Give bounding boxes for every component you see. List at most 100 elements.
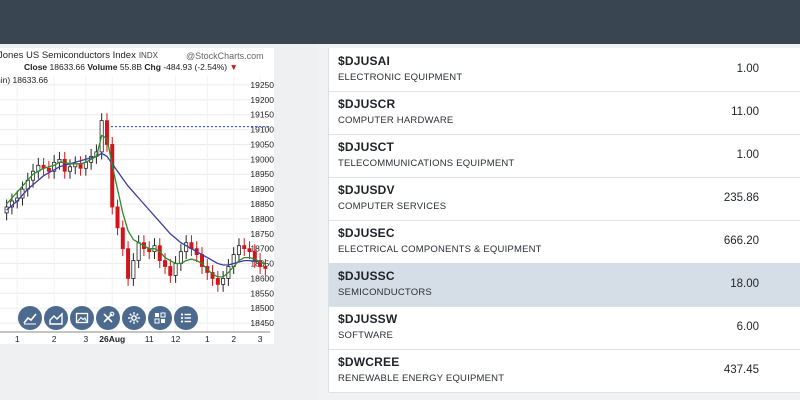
y-tick-label: 18950: [250, 169, 274, 179]
candle-body: [168, 266, 173, 276]
y-tick-label: 19000: [250, 154, 274, 164]
sector-name: ELECTRICAL COMPONENTS & EQUIPMENT: [338, 244, 542, 255]
tools-icon[interactable]: [96, 306, 120, 330]
x-tick-label: 11: [145, 334, 154, 344]
candle-body: [136, 242, 141, 261]
moving-average-label: nin) 18633.66: [0, 75, 48, 85]
y-tick-label: 18650: [250, 259, 274, 269]
close-label: Close: [24, 62, 48, 72]
sector-symbol: $DJUSSW: [338, 312, 398, 326]
image-icon[interactable]: [70, 306, 94, 330]
sector-name: TELECOMMUNICATIONS EQUIPMENT: [338, 158, 515, 169]
y-tick-label: 18700: [250, 244, 274, 254]
top-navigation-bar: [0, 0, 800, 44]
sector-row[interactable]: $DWCREE RENEWABLE ENERGY EQUIPMENT 437.4…: [329, 349, 800, 393]
sector-row[interactable]: $DJUSDV COMPUTER SERVICES 235.86: [329, 177, 800, 221]
x-tick-label: 2: [52, 334, 57, 344]
y-tick-label: 18600: [250, 273, 274, 283]
list-icon[interactable]: [174, 306, 198, 330]
chart-title: Jones US Semiconductors Index INDX: [0, 50, 158, 61]
candle-body: [242, 245, 247, 250]
candle-body: [215, 278, 220, 285]
sector-symbol: $DJUSEC: [338, 226, 395, 240]
x-tick-label: 1: [15, 334, 20, 344]
y-tick-label: 19150: [250, 110, 274, 120]
settings-icon[interactable]: [122, 306, 146, 330]
sector-symbol: $DJUSSC: [338, 269, 395, 283]
y-tick-label: 19050: [250, 139, 274, 149]
y-tick-label: 19250: [250, 80, 274, 90]
candle-body: [46, 167, 51, 172]
down-arrow-icon: ▼: [229, 62, 238, 72]
volume-label: Volume: [87, 62, 118, 72]
y-tick-label: 18500: [250, 303, 274, 313]
candle-body: [236, 245, 241, 256]
candle-body: [120, 227, 125, 250]
price-chart-canvas[interactable]: 19250 19200 19150 19100 19050 19000 18950 18900…: [0, 48, 274, 344]
sector-symbol: $DJUSCT: [338, 140, 395, 154]
sector-symbol: $DWCREE: [338, 355, 400, 369]
candle-body: [263, 266, 268, 269]
candle-body: [52, 161, 57, 172]
candle-body: [68, 166, 73, 172]
fullscreen-icon[interactable]: [148, 306, 172, 330]
moving-average-short: [6, 134, 266, 278]
y-tick-label: 18450: [250, 318, 274, 328]
line-chart-icon[interactable]: [18, 306, 42, 330]
sector-value: 1.00: [736, 63, 759, 75]
y-tick-label: 18900: [250, 184, 274, 194]
sector-row[interactable]: $DJUSEC ELECTRICAL COMPONENTS & EQUIPMEN…: [329, 220, 800, 264]
sector-name: COMPUTER HARDWARE: [338, 115, 454, 126]
candle-body: [184, 242, 189, 253]
area-chart-icon[interactable]: [44, 306, 68, 330]
candle-body: [221, 278, 226, 285]
sector-value: 6.00: [736, 321, 759, 333]
candle-body: [163, 260, 168, 267]
sector-value: 1.00: [736, 149, 759, 161]
candle-body: [178, 251, 183, 264]
x-tick-label: 3: [83, 334, 88, 344]
sector-symbol: $DJUSDV: [338, 183, 395, 197]
change-label: Chg: [144, 62, 161, 72]
candle-body: [247, 248, 252, 253]
candle-body: [78, 163, 83, 169]
sector-symbol: $DJUSAI: [338, 54, 391, 68]
sector-name: RENEWABLE ENERGY EQUIPMENT: [338, 373, 505, 384]
sector-value: 235.86: [723, 192, 759, 204]
sector-symbol: $DJUSCR: [338, 97, 396, 111]
sector-name: COMPUTER SERVICES: [338, 201, 447, 212]
candle-body: [115, 206, 120, 229]
y-tick-label: 18550: [250, 288, 274, 298]
sector-value: 18.00: [730, 278, 759, 290]
sector-value: 11.00: [731, 106, 759, 118]
candle-body: [173, 263, 178, 276]
candle-body: [258, 260, 263, 267]
x-tick-label: 3: [258, 334, 263, 344]
sector-name: SEMICONDUCTORS: [338, 287, 432, 298]
y-tick-label: 19100: [250, 125, 274, 135]
sector-name: SOFTWARE: [338, 330, 394, 341]
stockcharts-brand[interactable]: @StockCharts.com: [186, 51, 264, 61]
y-tick-label: 18750: [250, 229, 274, 239]
close-value: 18633.66: [49, 62, 85, 72]
sector-row[interactable]: $DJUSCR COMPUTER HARDWARE 11.00: [329, 91, 800, 135]
sector-list: $DJUSAI ELECTRONIC EQUIPMENT 1.00 $DJUSC…: [328, 48, 800, 393]
price-chart[interactable]: 19250 19200 19150 19100 19050 19000 18950 18900…: [0, 48, 274, 344]
x-tick-label: 2: [231, 334, 236, 344]
index-name: Jones US Semiconductors Index: [0, 50, 136, 61]
sector-row[interactable]: $DJUSAI ELECTRONIC EQUIPMENT 1.00: [329, 48, 800, 92]
index-tag: INDX: [138, 51, 158, 60]
sector-value: 437.45: [723, 364, 759, 376]
y-tick-label: 18850: [250, 199, 274, 209]
sector-row-selected[interactable]: $DJUSSC SEMICONDUCTORS 18.00: [329, 263, 800, 307]
x-tick-label: 26Aug: [99, 334, 125, 344]
quote-line: Close 18633.66 Volume 55.8B Chg -484.93 …: [24, 62, 238, 72]
change-value: -484.93 (-2.54%): [163, 62, 228, 72]
sector-name: ELECTRONIC EQUIPMENT: [338, 72, 463, 83]
candle-body: [126, 248, 131, 279]
sector-row[interactable]: $DJUSCT TELECOMMUNICATIONS EQUIPMENT 1.0…: [329, 134, 800, 178]
sector-row[interactable]: $DJUSSW SOFTWARE 6.00: [329, 306, 800, 350]
candle-body: [131, 260, 136, 279]
moving-average-long: [6, 152, 266, 266]
x-tick-label: 12: [171, 334, 181, 344]
